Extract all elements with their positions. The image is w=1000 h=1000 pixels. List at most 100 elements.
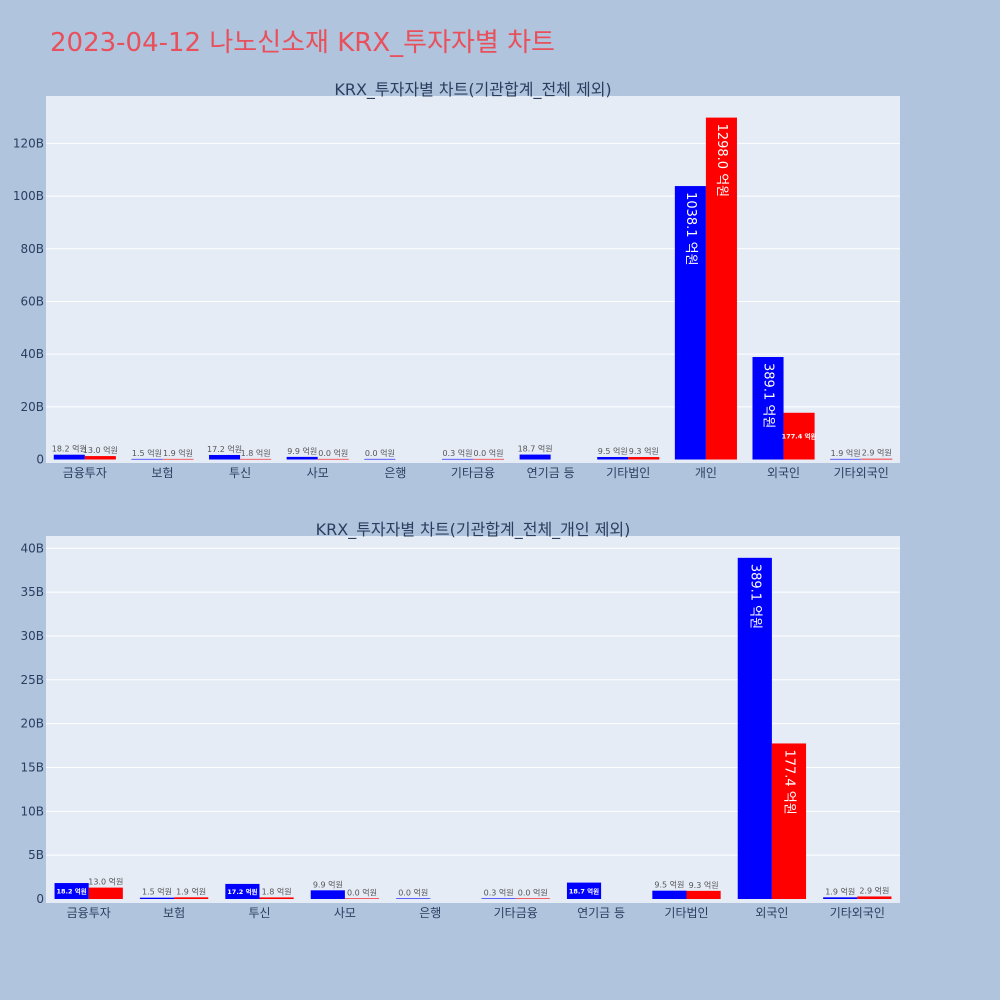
bar-value-label: 2.9 억원 — [862, 448, 892, 458]
x-tick-label: 은행 — [384, 465, 406, 480]
bar[interactable] — [317, 458, 349, 460]
bar-value-label: 0.3 억원 — [484, 887, 514, 897]
bar[interactable] — [364, 458, 396, 460]
bar[interactable] — [481, 898, 516, 899]
bar[interactable] — [162, 458, 194, 460]
chart-title: KRX_투자자별 차트(기관합계_전체 제외) — [334, 80, 611, 100]
bar-value-label: 9.3 억원 — [689, 880, 719, 890]
x-tick-label: 보험 — [163, 906, 185, 920]
bar[interactable] — [771, 743, 807, 899]
y-tick-label: 15B — [20, 760, 44, 774]
bar-value-label: 13.0 억원 — [83, 445, 118, 455]
bar[interactable] — [652, 890, 687, 899]
bar[interactable] — [53, 454, 85, 460]
bar[interactable] — [259, 897, 294, 899]
bar[interactable] — [174, 897, 209, 899]
bar[interactable] — [240, 458, 272, 460]
bar-value-label: 1.9 억원 — [163, 448, 193, 458]
bar-value-label: 18.2 억원 — [56, 887, 86, 896]
y-tick-label: 0 — [36, 453, 44, 467]
x-tick-label: 금융투자 — [67, 906, 111, 920]
chart-institution-excluded: 0 20B 40B 60B 80B 100B 120B KRX_투자자별 차트(기관합계_전체… — [13, 80, 900, 480]
bar-value-label: 0.0 억원 — [318, 448, 348, 458]
bar[interactable] — [674, 186, 706, 460]
bar-value-label: 0.0 억원 — [518, 887, 548, 897]
y-tick-label: 0 — [36, 892, 44, 906]
bar[interactable] — [286, 456, 318, 460]
bar-value-label: 2.9 억원 — [859, 885, 889, 895]
x-tick-label: 기타금융 — [494, 906, 538, 920]
x-tick-label: 기타법인 — [606, 466, 650, 480]
bar-value-label: 17.2 억원 — [207, 444, 242, 454]
bar-value-label: 17.2 억원 — [227, 887, 257, 896]
bar[interactable] — [344, 898, 380, 899]
bar[interactable] — [597, 456, 629, 460]
bar-value-label: 389.1 억원 — [747, 564, 762, 629]
bar-value-label: 1298.0 억원 — [714, 124, 729, 198]
x-tick-label: 연기금 등 — [527, 466, 575, 480]
x-tick-label: 보험 — [151, 466, 173, 480]
bar-value-label: 9.9 억원 — [287, 446, 317, 456]
bar[interactable] — [737, 557, 772, 899]
bar-value-label: 1.8 억원 — [262, 886, 292, 896]
bar-value-label: 0.3 억원 — [442, 448, 472, 458]
bar[interactable] — [861, 458, 893, 460]
bar[interactable] — [139, 897, 175, 899]
bar[interactable] — [830, 458, 862, 460]
x-tick-label: 개인 — [695, 466, 717, 480]
bar[interactable] — [396, 898, 431, 899]
x-tick-label: 은행 — [419, 905, 441, 920]
bar-value-label: 9.5 억원 — [598, 446, 628, 456]
y-tick-label: 5B — [28, 848, 44, 862]
bar-value-label: 18.7 억원 — [569, 886, 599, 895]
bar[interactable] — [519, 454, 551, 460]
bar-value-label: 0.0 억원 — [474, 448, 504, 458]
y-tick-label: 30B — [20, 629, 44, 643]
bar[interactable] — [515, 898, 550, 899]
bar[interactable] — [310, 890, 345, 899]
y-tick-label: 20B — [20, 400, 44, 414]
bar-value-label: 9.3 억원 — [629, 446, 659, 456]
bar[interactable] — [628, 457, 660, 460]
bar-value-label: 0.0 억원 — [365, 448, 395, 458]
bar[interactable] — [857, 896, 892, 899]
y-tick-label: 120B — [13, 136, 44, 150]
bar[interactable] — [54, 883, 89, 899]
bar[interactable] — [566, 882, 602, 899]
bar[interactable] — [209, 454, 241, 460]
y-tick-label: 10B — [20, 804, 44, 818]
x-tick-label: 기타금융 — [451, 466, 495, 480]
x-tick-label: 기타법인 — [664, 906, 708, 920]
x-tick-label: 외국인 — [767, 466, 800, 480]
bar-value-label: 177.4 억원 — [782, 432, 817, 441]
bar[interactable] — [705, 117, 737, 460]
page-title: 2023-04-12 나노신소재 KRX_투자자별 차트 — [50, 28, 555, 58]
x-tick-label: 외국인 — [755, 906, 788, 920]
y-tick-label: 40B — [20, 541, 44, 555]
bar-value-label: 0.0 억원 — [398, 887, 428, 897]
y-tick-label: 20B — [20, 717, 44, 731]
bar-value-label: 1.9 억원 — [831, 448, 861, 458]
bar[interactable] — [88, 887, 123, 899]
bar[interactable] — [441, 458, 473, 460]
bar-value-label: 1.8 억원 — [241, 448, 271, 458]
x-tick-label: 기타외국인 — [830, 906, 885, 920]
bar-value-label: 13.0 억원 — [88, 877, 123, 887]
x-tick-label: 사모 — [334, 906, 356, 920]
bar[interactable] — [473, 458, 505, 460]
bar-value-label: 9.9 억원 — [313, 879, 343, 889]
bar[interactable] — [84, 456, 116, 460]
x-tick-label: 투신 — [229, 466, 251, 480]
y-tick-label: 100B — [13, 189, 44, 203]
y-tick-label: 40B — [20, 347, 44, 361]
bar[interactable] — [686, 890, 721, 899]
bar-value-label: 18.2 억원 — [52, 444, 87, 454]
bar[interactable] — [823, 897, 858, 899]
bar[interactable] — [131, 458, 163, 460]
bar-value-label: 0.0 억원 — [347, 887, 377, 897]
bar[interactable] — [225, 883, 260, 899]
bar-value-label: 1.5 억원 — [142, 887, 172, 897]
bar[interactable] — [783, 412, 815, 460]
bar[interactable] — [752, 357, 784, 460]
bar-value-label: 1.9 억원 — [176, 886, 206, 896]
